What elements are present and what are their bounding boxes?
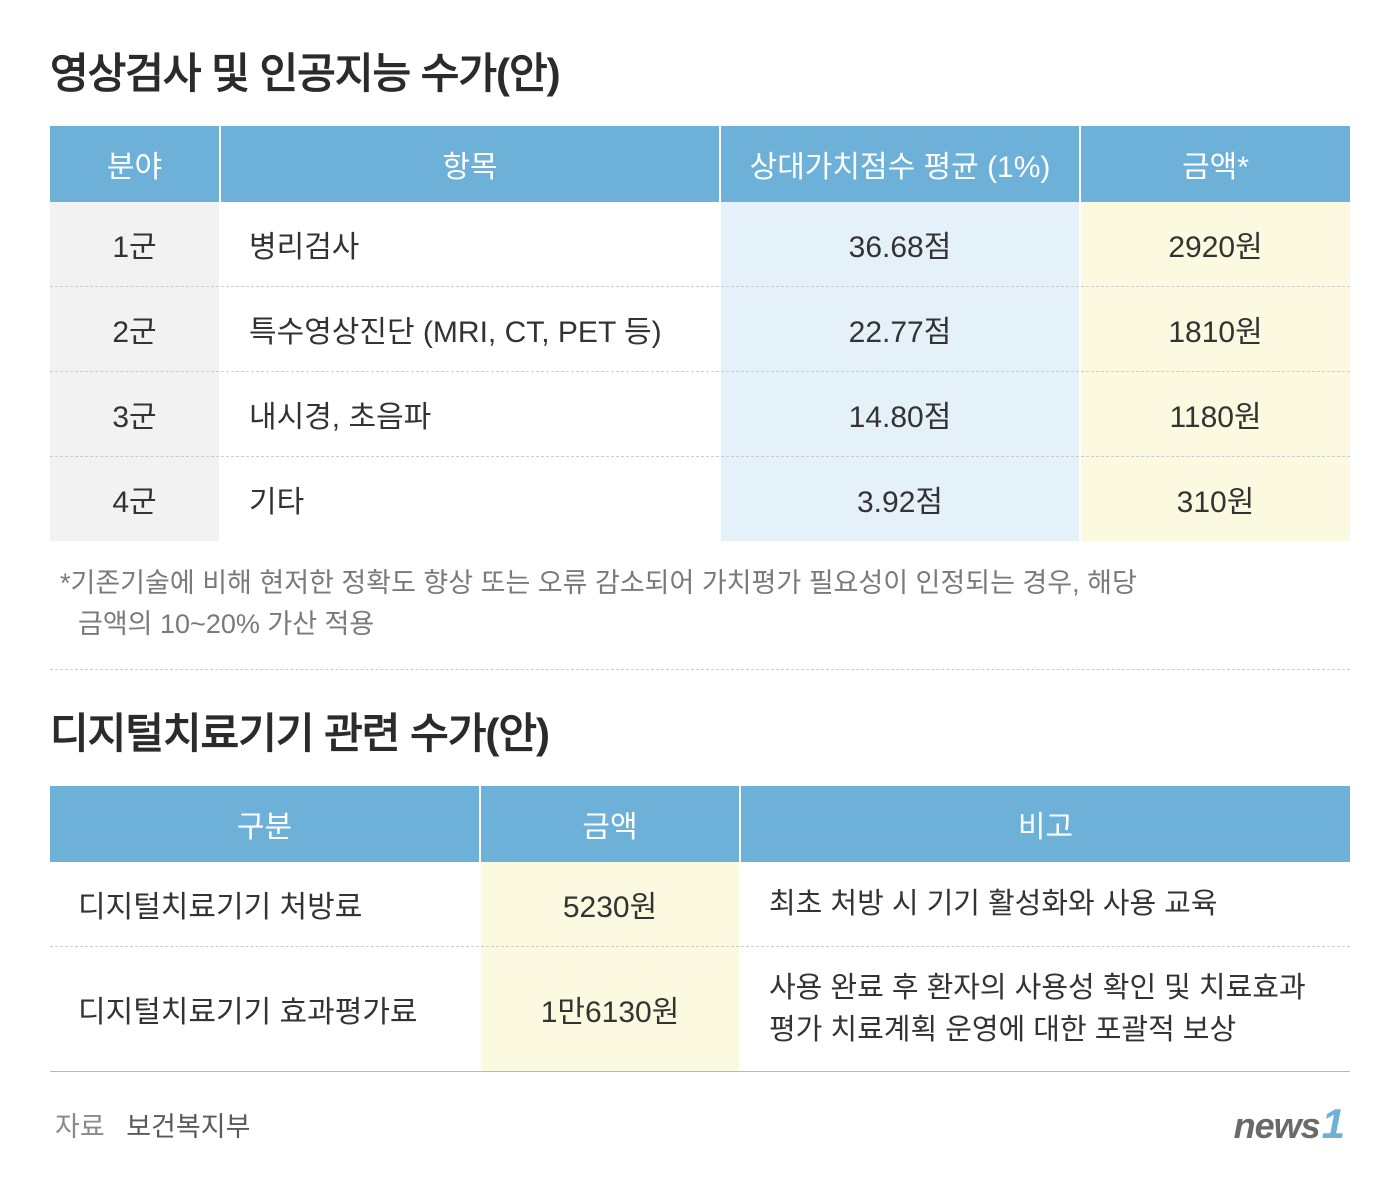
- logo: news 1: [1234, 1100, 1345, 1148]
- table2-header-note: 비고: [740, 786, 1350, 862]
- cell-amount: 1810원: [1080, 287, 1350, 372]
- table-row: 디지털치료기기 처방료 5230원 최초 처방 시 기기 활성화와 사용 교육: [50, 862, 1350, 947]
- cell-amount: 1180원: [1080, 372, 1350, 457]
- table-row: 1군 병리검사 36.68점 2920원: [50, 202, 1350, 287]
- cell-amount: 1만6130원: [480, 947, 740, 1072]
- section2-title: 디지털치료기기 관련 수가(안): [50, 700, 1350, 761]
- source-label: 자료: [55, 1112, 105, 1142]
- table1-header-group: 분야: [50, 126, 220, 202]
- source-value: 보건복지부: [126, 1112, 250, 1142]
- cell-note: 최초 처방 시 기기 활성화와 사용 교육: [740, 862, 1350, 947]
- cell-category: 디지털치료기기 효과평가료: [50, 947, 480, 1072]
- bottom-row: 자료 보건복지부 news 1: [50, 1100, 1350, 1148]
- table-row: 디지털치료기기 효과평가료 1만6130원 사용 완료 후 환자의 사용성 확인…: [50, 947, 1350, 1072]
- footnote-line1: *기존기술에 비해 현저한 정확도 향상 또는 오류 감소되어 가치평가 필요성…: [60, 563, 1340, 604]
- table2-header-amount: 금액: [480, 786, 740, 862]
- logo-text: news: [1234, 1105, 1320, 1147]
- cell-item: 병리검사: [220, 202, 720, 287]
- table-row: 4군 기타 3.92점 310원: [50, 457, 1350, 542]
- cell-item: 기타: [220, 457, 720, 542]
- table-row: 3군 내시경, 초음파 14.80점 1180원: [50, 372, 1350, 457]
- table1-header-row: 분야 항목 상대가치점수 평균 (1%) 금액*: [50, 126, 1350, 202]
- cell-group: 2군: [50, 287, 220, 372]
- table1-header-amount: 금액*: [1080, 126, 1350, 202]
- cell-amount: 310원: [1080, 457, 1350, 542]
- cell-group: 3군: [50, 372, 220, 457]
- cell-group: 4군: [50, 457, 220, 542]
- cell-item: 내시경, 초음파: [220, 372, 720, 457]
- cell-amount: 5230원: [480, 862, 740, 947]
- table1: 분야 항목 상대가치점수 평균 (1%) 금액* 1군 병리검사 36.68점 …: [50, 126, 1350, 541]
- table1-header-score: 상대가치점수 평균 (1%): [720, 126, 1080, 202]
- table1-header-item: 항목: [220, 126, 720, 202]
- table-row: 2군 특수영상진단 (MRI, CT, PET 등) 22.77점 1810원: [50, 287, 1350, 372]
- cell-score: 14.80점: [720, 372, 1080, 457]
- cell-group: 1군: [50, 202, 220, 287]
- section1-title: 영상검사 및 인공지능 수가(안): [50, 40, 1350, 101]
- source: 자료 보건복지부: [55, 1105, 250, 1144]
- cell-amount: 2920원: [1080, 202, 1350, 287]
- footnote-line2: 금액의 10~20% 가산 적용: [60, 604, 1340, 645]
- cell-score: 22.77점: [720, 287, 1080, 372]
- logo-number: 1: [1322, 1100, 1345, 1148]
- cell-note: 사용 완료 후 환자의 사용성 확인 및 치료효과 평가 치료계획 운영에 대한…: [740, 947, 1350, 1072]
- table1-footnote: *기존기술에 비해 현저한 정확도 향상 또는 오류 감소되어 가치평가 필요성…: [50, 541, 1350, 670]
- table2: 구분 금액 비고 디지털치료기기 처방료 5230원 최초 처방 시 기기 활성…: [50, 786, 1350, 1071]
- cell-score: 36.68점: [720, 202, 1080, 287]
- cell-item: 특수영상진단 (MRI, CT, PET 등): [220, 287, 720, 372]
- cell-category: 디지털치료기기 처방료: [50, 862, 480, 947]
- table2-wrap: 구분 금액 비고 디지털치료기기 처방료 5230원 최초 처방 시 기기 활성…: [50, 786, 1350, 1072]
- table2-header-row: 구분 금액 비고: [50, 786, 1350, 862]
- table2-header-category: 구분: [50, 786, 480, 862]
- cell-score: 3.92점: [720, 457, 1080, 542]
